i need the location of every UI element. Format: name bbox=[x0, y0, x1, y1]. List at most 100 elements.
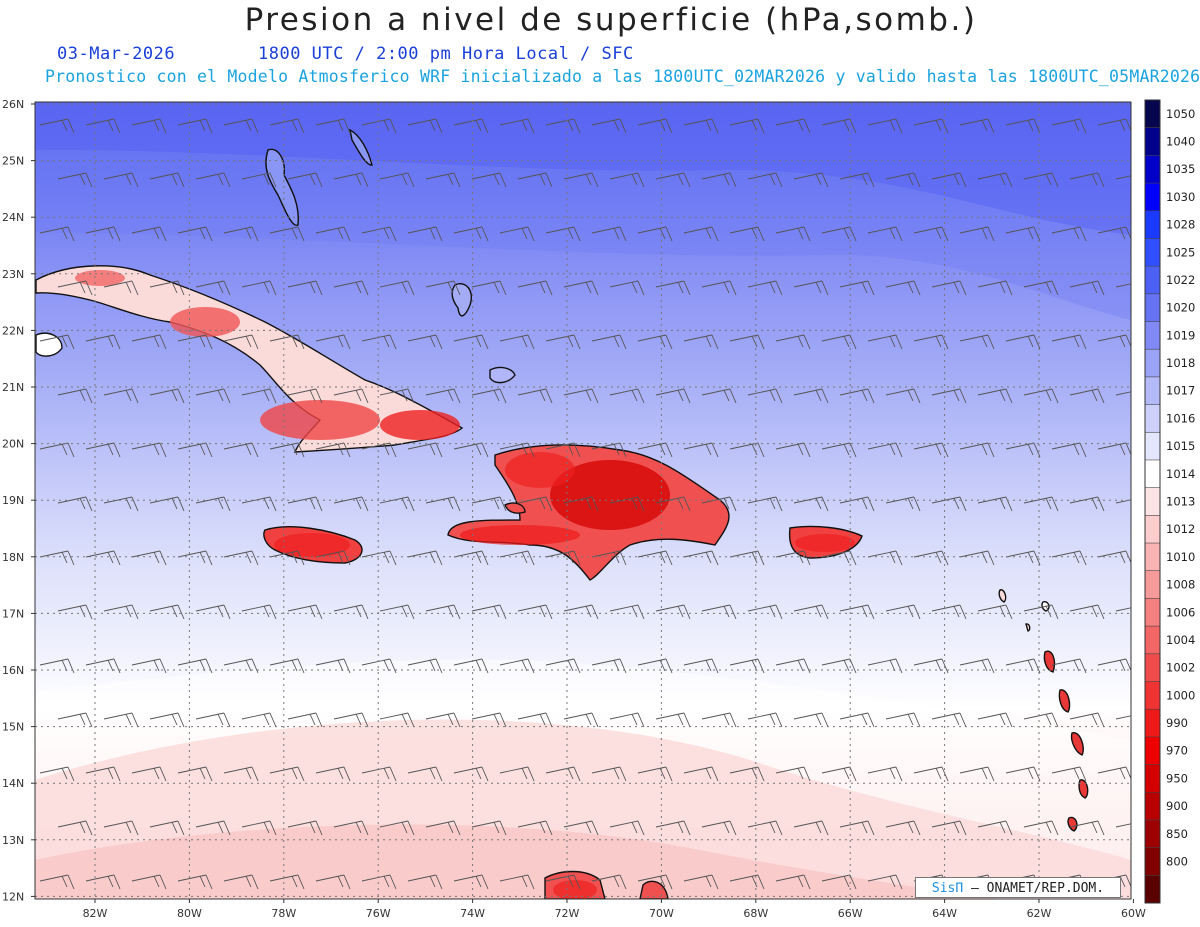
colorbar-label: 1015 bbox=[1166, 439, 1195, 453]
wind-barb bbox=[499, 874, 535, 890]
wind-barb bbox=[1005, 334, 1041, 350]
wind-barb bbox=[85, 442, 121, 458]
wind-barb bbox=[977, 712, 1013, 728]
colorbar-label: 950 bbox=[1166, 771, 1188, 785]
lat-label: 13N bbox=[2, 834, 24, 847]
wind-barb bbox=[775, 550, 811, 566]
wind-barb bbox=[517, 388, 553, 404]
wind-barb bbox=[39, 118, 75, 134]
wind-barb bbox=[499, 658, 535, 674]
wind-barb bbox=[57, 172, 93, 188]
wind-barb bbox=[931, 388, 967, 404]
wind-barb bbox=[333, 280, 369, 296]
wind-barb bbox=[959, 226, 995, 242]
wind-barb bbox=[609, 604, 645, 620]
graticule bbox=[35, 102, 1131, 899]
wind-barb bbox=[453, 442, 489, 458]
wind-barb bbox=[407, 334, 443, 350]
wind-barb bbox=[867, 334, 903, 350]
lon-label: 62W bbox=[1027, 907, 1052, 920]
wind-barb bbox=[747, 280, 783, 296]
wind-barb bbox=[287, 172, 323, 188]
wind-barb bbox=[379, 820, 415, 836]
wind-barb bbox=[655, 172, 691, 188]
wind-barb bbox=[885, 712, 921, 728]
wind-barb bbox=[39, 550, 75, 566]
wind-barb bbox=[177, 334, 213, 350]
colorbar-swatch bbox=[1145, 598, 1160, 627]
colorbar-label: 1025 bbox=[1166, 245, 1195, 259]
lon-label: 60W bbox=[1121, 907, 1146, 920]
wind-barb bbox=[729, 658, 765, 674]
wind-barb bbox=[591, 874, 627, 890]
lon-label: 64W bbox=[932, 907, 957, 920]
wind-barb bbox=[425, 712, 461, 728]
lat-label: 21N bbox=[2, 381, 24, 394]
wind-barb bbox=[471, 388, 507, 404]
wind-barb bbox=[39, 226, 75, 242]
lon-label: 68W bbox=[743, 907, 768, 920]
wind-barb bbox=[1023, 712, 1059, 728]
wind-barb bbox=[453, 766, 489, 782]
wind-barb bbox=[85, 226, 121, 242]
wind-barb bbox=[591, 766, 627, 782]
wind-barb bbox=[885, 172, 921, 188]
wind-barb bbox=[793, 604, 829, 620]
wind-barb bbox=[775, 226, 811, 242]
wind-barb bbox=[729, 118, 765, 134]
wind-barb bbox=[361, 550, 397, 566]
wind-barb bbox=[57, 712, 93, 728]
wind-barb bbox=[931, 280, 967, 296]
forecast-time: 1800 UTC / 2:00 pm Hora Local / SFC bbox=[258, 44, 634, 64]
wind-barb bbox=[591, 442, 627, 458]
colorbar-swatch bbox=[1145, 266, 1160, 295]
credit-box: SisΠ – ONAMET/REP.DOM. bbox=[915, 877, 1121, 898]
colorbar-swatch bbox=[1145, 515, 1160, 544]
colorbar-label: 1006 bbox=[1166, 605, 1195, 619]
wind-barb bbox=[609, 712, 645, 728]
wind-barb bbox=[1115, 283, 1131, 288]
wind-barb bbox=[407, 550, 443, 566]
map-field bbox=[35, 102, 1131, 899]
wind-barb bbox=[821, 226, 857, 242]
colorbar-swatch bbox=[1145, 736, 1160, 765]
lon-label: 80W bbox=[177, 907, 202, 920]
wind-barb bbox=[1051, 550, 1087, 566]
colorbar-label: 1030 bbox=[1166, 190, 1195, 204]
lat-label: 22N bbox=[2, 324, 24, 337]
wind-barb bbox=[747, 604, 783, 620]
colorbar-label: 1017 bbox=[1166, 384, 1195, 398]
wind-barb bbox=[361, 334, 397, 350]
wind-barb bbox=[241, 604, 277, 620]
wind-barb bbox=[517, 712, 553, 728]
colorbar-swatch bbox=[1145, 293, 1160, 322]
wind-barb bbox=[149, 604, 185, 620]
wind-barb bbox=[701, 712, 737, 728]
colorbar-label: 970 bbox=[1166, 744, 1188, 758]
wind-barb bbox=[453, 658, 489, 674]
colorbar: 1050 1040 1035 1030 1028 1025 1022 1020 1019 1018… bbox=[1144, 99, 1195, 904]
wind-barb bbox=[1069, 820, 1105, 836]
wind-barb bbox=[131, 658, 167, 674]
wind-barb bbox=[471, 712, 507, 728]
wind-barb bbox=[1051, 442, 1087, 458]
wind-barb bbox=[39, 334, 75, 350]
wind-barb bbox=[1005, 766, 1041, 782]
wind-barb bbox=[1115, 607, 1131, 612]
wind-barb bbox=[885, 388, 921, 404]
wind-barb bbox=[977, 388, 1013, 404]
colorbar-label: 1028 bbox=[1166, 218, 1195, 232]
wind-barb bbox=[609, 820, 645, 836]
wind-barb bbox=[977, 820, 1013, 836]
wind-barb bbox=[315, 118, 351, 134]
wind-barb bbox=[85, 658, 121, 674]
colorbar-label: 850 bbox=[1166, 827, 1188, 841]
wind-barbs bbox=[39, 118, 1131, 890]
colorbar-swatch bbox=[1145, 432, 1160, 461]
wind-barb bbox=[701, 604, 737, 620]
wind-barb bbox=[407, 874, 443, 890]
wind-barb bbox=[1005, 442, 1041, 458]
colorbar-swatch bbox=[1145, 764, 1160, 793]
wind-barb bbox=[177, 874, 213, 890]
lon-label: 78W bbox=[271, 907, 296, 920]
